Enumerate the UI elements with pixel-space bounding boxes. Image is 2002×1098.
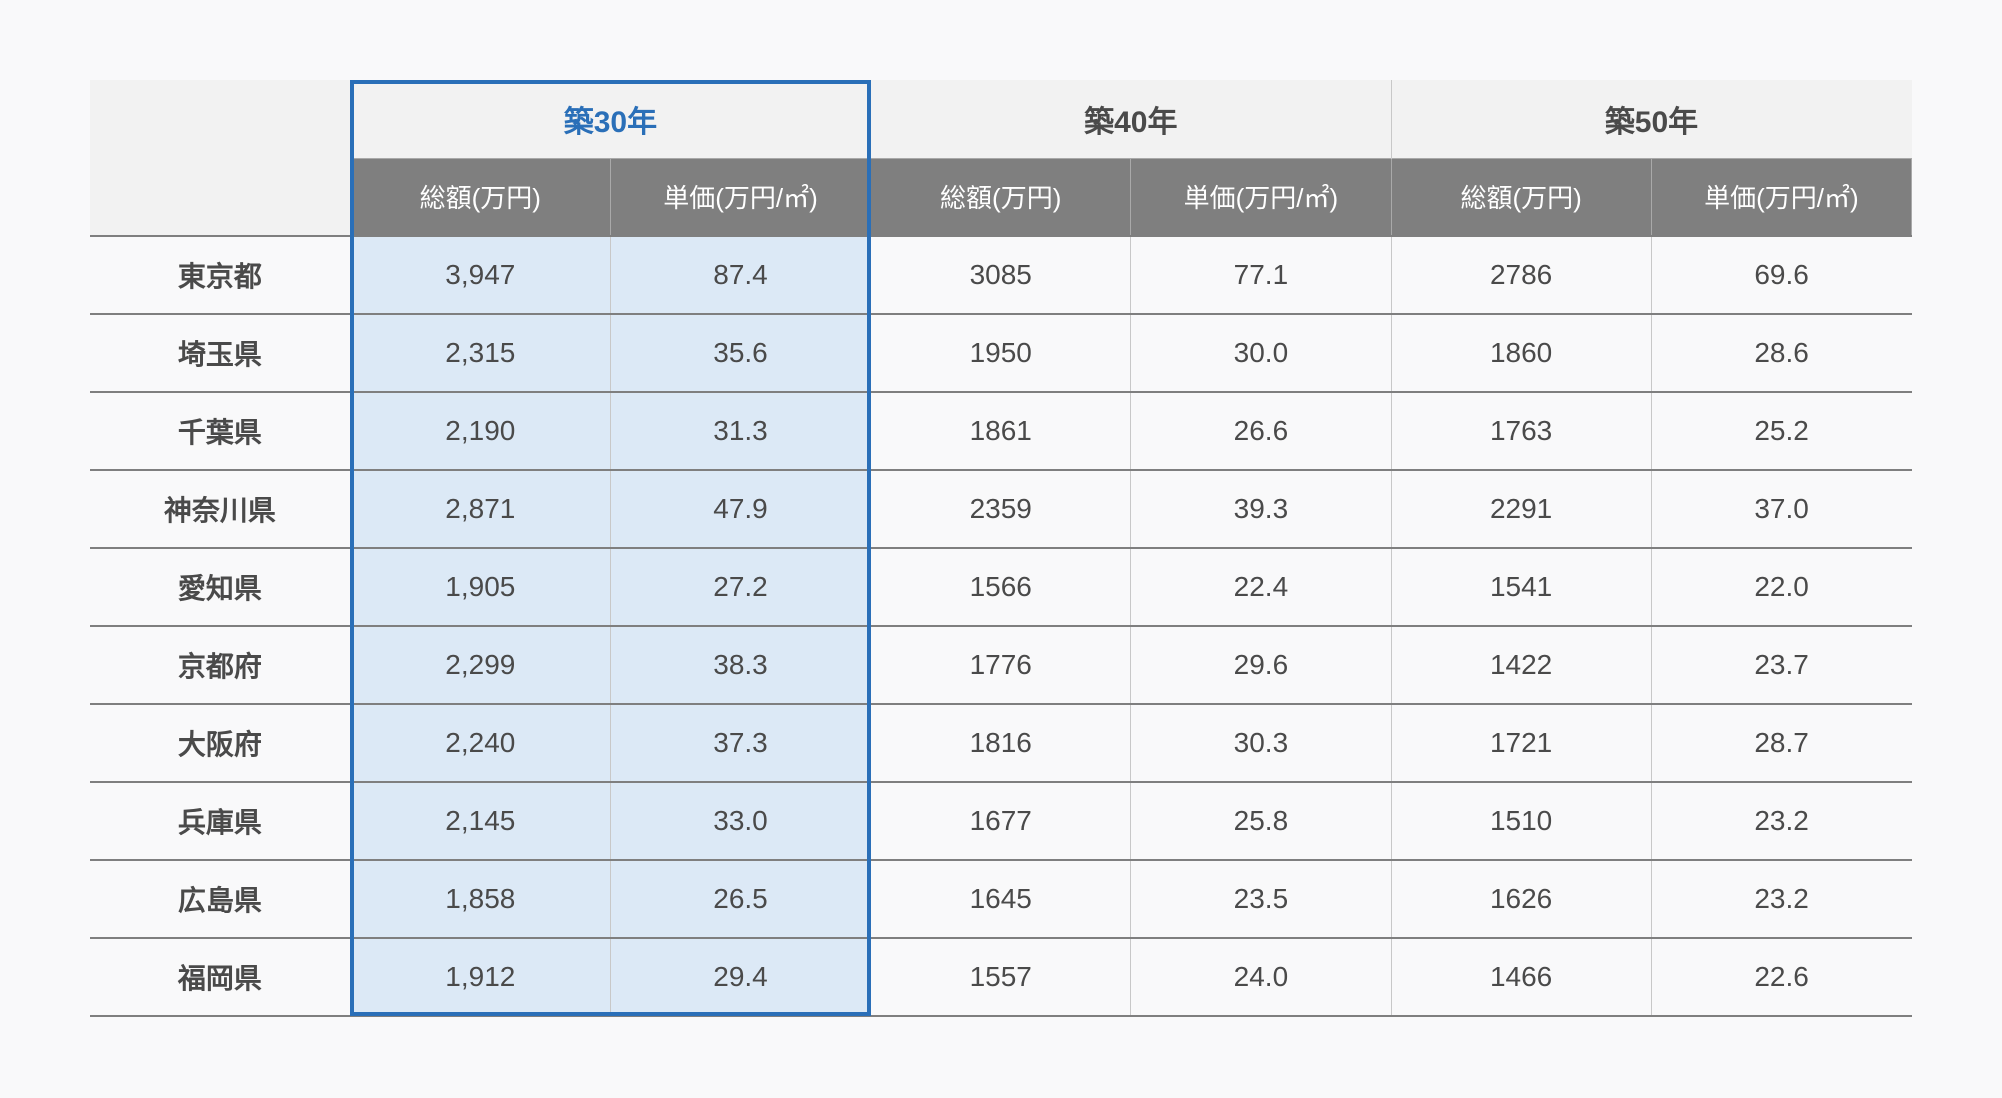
row-label: 千葉県 [90, 392, 350, 470]
cell: 2,145 [350, 782, 610, 860]
cell: 38.3 [610, 626, 870, 704]
price-table: 築30年 築40年 築50年 総額(万円) 単価(万円/㎡) 総額(万円) 単価… [90, 80, 1912, 1017]
sub-header: 単価(万円/㎡) [1651, 158, 1911, 236]
cell: 25.8 [1131, 782, 1391, 860]
cell: 29.4 [610, 938, 870, 1016]
sub-header: 単価(万円/㎡) [610, 158, 870, 236]
cell: 1541 [1391, 548, 1651, 626]
cell: 47.9 [610, 470, 870, 548]
row-label: 埼玉県 [90, 314, 350, 392]
cell: 23.2 [1651, 860, 1911, 938]
group-header-1: 築40年 [871, 80, 1391, 158]
sub-header: 総額(万円) [350, 158, 610, 236]
cell: 1860 [1391, 314, 1651, 392]
group-header-row: 築30年 築40年 築50年 [90, 80, 1912, 158]
sub-header-row: 総額(万円) 単価(万円/㎡) 総額(万円) 単価(万円/㎡) 総額(万円) 単… [90, 158, 1912, 236]
row-label: 福岡県 [90, 938, 350, 1016]
cell: 1645 [871, 860, 1131, 938]
cell: 2,240 [350, 704, 610, 782]
cell: 2359 [871, 470, 1131, 548]
row-label: 大阪府 [90, 704, 350, 782]
cell: 33.0 [610, 782, 870, 860]
cell: 28.7 [1651, 704, 1911, 782]
table-row: 埼玉県2,31535.6195030.0186028.6 [90, 314, 1912, 392]
table-row: 千葉県2,19031.3186126.6176325.2 [90, 392, 1912, 470]
cell: 1510 [1391, 782, 1651, 860]
cell: 1721 [1391, 704, 1651, 782]
rowlabel-spacer [90, 158, 350, 236]
cell: 2,299 [350, 626, 610, 704]
cell: 22.0 [1651, 548, 1911, 626]
row-label: 東京都 [90, 236, 350, 314]
cell: 1,858 [350, 860, 610, 938]
cell: 1,912 [350, 938, 610, 1016]
cell: 30.3 [1131, 704, 1391, 782]
table-body: 東京都3,94787.4308577.1278669.6埼玉県2,31535.6… [90, 236, 1912, 1016]
cell: 27.2 [610, 548, 870, 626]
cell: 37.3 [610, 704, 870, 782]
cell: 1861 [871, 392, 1131, 470]
corner-spacer [90, 80, 350, 158]
table-row: 福岡県1,91229.4155724.0146622.6 [90, 938, 1912, 1016]
cell: 1677 [871, 782, 1131, 860]
cell: 1763 [1391, 392, 1651, 470]
cell: 1422 [1391, 626, 1651, 704]
table-row: 大阪府2,24037.3181630.3172128.7 [90, 704, 1912, 782]
cell: 23.5 [1131, 860, 1391, 938]
row-label: 愛知県 [90, 548, 350, 626]
sub-header: 単価(万円/㎡) [1131, 158, 1391, 236]
cell: 2,315 [350, 314, 610, 392]
row-label: 兵庫県 [90, 782, 350, 860]
cell: 1566 [871, 548, 1131, 626]
cell: 2291 [1391, 470, 1651, 548]
cell: 37.0 [1651, 470, 1911, 548]
cell: 2,871 [350, 470, 610, 548]
cell: 30.0 [1131, 314, 1391, 392]
cell: 1557 [871, 938, 1131, 1016]
cell: 1466 [1391, 938, 1651, 1016]
cell: 1816 [871, 704, 1131, 782]
cell: 22.6 [1651, 938, 1911, 1016]
cell: 39.3 [1131, 470, 1391, 548]
cell: 25.2 [1651, 392, 1911, 470]
table-row: 東京都3,94787.4308577.1278669.6 [90, 236, 1912, 314]
cell: 23.2 [1651, 782, 1911, 860]
cell: 1626 [1391, 860, 1651, 938]
row-label: 神奈川県 [90, 470, 350, 548]
cell: 77.1 [1131, 236, 1391, 314]
table-row: 兵庫県2,14533.0167725.8151023.2 [90, 782, 1912, 860]
price-table-container: 築30年 築40年 築50年 総額(万円) 単価(万円/㎡) 総額(万円) 単価… [90, 80, 1912, 1017]
cell: 31.3 [610, 392, 870, 470]
cell: 69.6 [1651, 236, 1911, 314]
cell: 1,905 [350, 548, 610, 626]
cell: 28.6 [1651, 314, 1911, 392]
cell: 24.0 [1131, 938, 1391, 1016]
cell: 1950 [871, 314, 1131, 392]
cell: 3,947 [350, 236, 610, 314]
cell: 26.5 [610, 860, 870, 938]
cell: 1776 [871, 626, 1131, 704]
cell: 29.6 [1131, 626, 1391, 704]
table-row: 愛知県1,90527.2156622.4154122.0 [90, 548, 1912, 626]
table-row: 神奈川県2,87147.9235939.3229137.0 [90, 470, 1912, 548]
cell: 87.4 [610, 236, 870, 314]
row-label: 京都府 [90, 626, 350, 704]
table-row: 京都府2,29938.3177629.6142223.7 [90, 626, 1912, 704]
sub-header: 総額(万円) [1391, 158, 1651, 236]
group-header-2: 築50年 [1391, 80, 1911, 158]
cell: 26.6 [1131, 392, 1391, 470]
cell: 35.6 [610, 314, 870, 392]
row-label: 広島県 [90, 860, 350, 938]
cell: 23.7 [1651, 626, 1911, 704]
table-row: 広島県1,85826.5164523.5162623.2 [90, 860, 1912, 938]
cell: 22.4 [1131, 548, 1391, 626]
cell: 2,190 [350, 392, 610, 470]
group-header-0: 築30年 [350, 80, 870, 158]
sub-header: 総額(万円) [871, 158, 1131, 236]
cell: 2786 [1391, 236, 1651, 314]
cell: 3085 [871, 236, 1131, 314]
